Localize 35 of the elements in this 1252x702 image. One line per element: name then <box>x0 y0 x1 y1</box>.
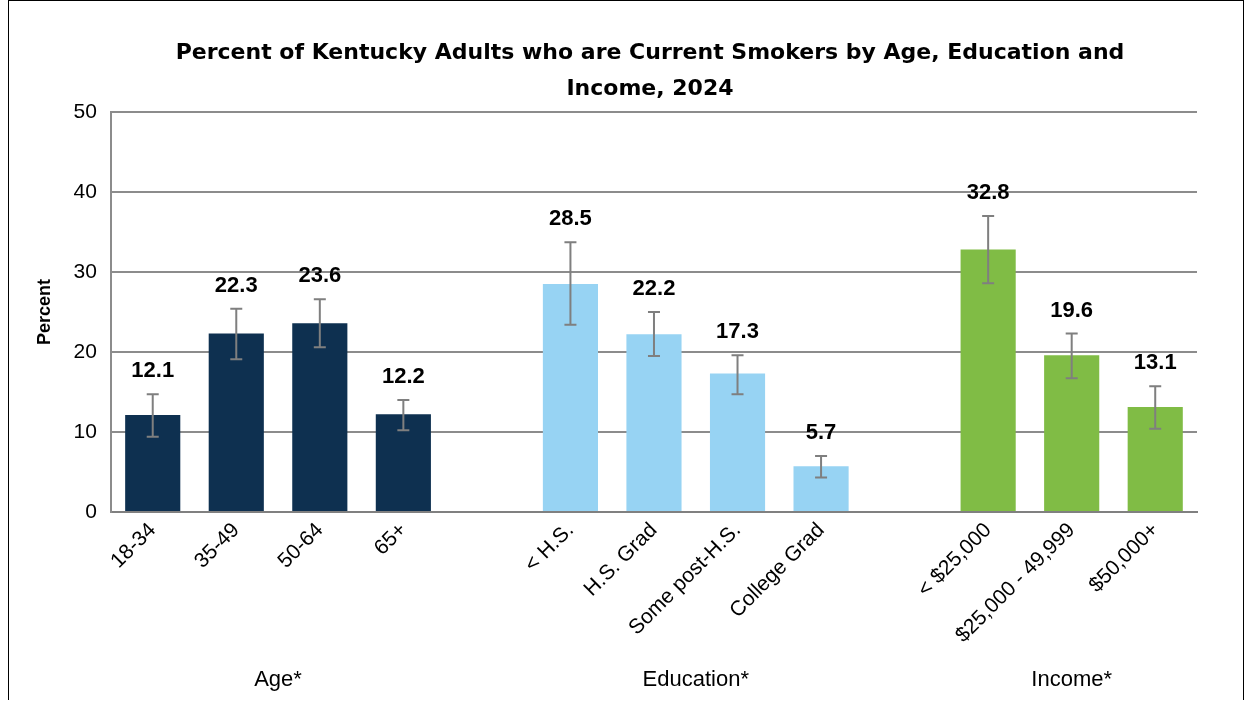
data-label: 12.2 <box>381 362 425 388</box>
data-label: 28.5 <box>549 205 592 231</box>
y-tick-label: 40 <box>73 178 97 202</box>
y-tick-label: 10 <box>73 418 97 442</box>
data-label: 13.1 <box>1133 349 1177 375</box>
data-label: 17.3 <box>716 318 759 344</box>
data-label: 23.6 <box>298 262 342 288</box>
y-axis-title: Percent <box>33 278 54 345</box>
bar <box>1127 407 1183 511</box>
data-label: 5.7 <box>805 418 837 444</box>
data-label: 22.2 <box>632 275 676 301</box>
x-tick-label: 65+ <box>368 517 411 559</box>
data-label: 32.8 <box>966 179 1010 205</box>
bar <box>375 414 431 511</box>
bar <box>1044 355 1100 511</box>
data-label: 19.6 <box>1050 296 1094 322</box>
bar <box>125 415 181 511</box>
y-tick-label: 20 <box>73 338 97 362</box>
bar <box>208 333 264 511</box>
y-tick-label: 0 <box>85 498 97 522</box>
text: Age* <box>254 666 303 692</box>
y-tick-label: 30 <box>73 258 97 282</box>
data-label: 22.3 <box>214 271 258 297</box>
text: Income* <box>1031 666 1113 692</box>
chart-title: Percent of Kentucky Adults who are Current Smokers by Age, Education and Income, 2024 <box>174 38 1126 102</box>
text: Education* <box>642 666 750 692</box>
bar <box>960 249 1016 511</box>
data-label: 12.1 <box>131 357 175 383</box>
bar <box>626 334 682 511</box>
x-tick-label: < H.S. <box>519 517 578 576</box>
bar <box>542 283 599 511</box>
bar <box>292 323 348 511</box>
bar <box>793 466 849 511</box>
y-tick-label: 50 <box>73 98 97 122</box>
bar <box>709 373 766 511</box>
